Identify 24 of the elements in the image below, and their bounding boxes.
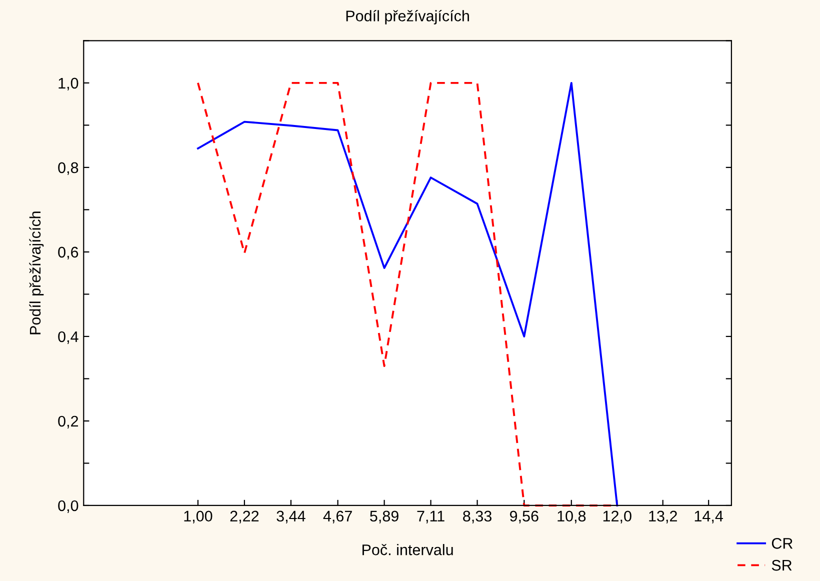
x-tick-label: 12,0	[603, 510, 632, 524]
legend-label: CR	[772, 538, 793, 549]
x-tick-label: 3,44	[276, 510, 306, 524]
y-tick-label: 0,8	[58, 162, 78, 175]
legend-label: SR	[772, 560, 792, 571]
x-tick-label: 5,89	[370, 510, 398, 524]
x-tick-label: 10,8	[558, 510, 586, 524]
x-tick-label: 7,11	[417, 510, 444, 524]
line-series	[196, 82, 618, 506]
x-tick-label: 2,22	[230, 510, 259, 524]
x-tick-label: 4,67	[323, 510, 352, 524]
x-tick-label: 13,2	[649, 510, 677, 524]
chart-title: Podíl přežívajících	[346, 10, 469, 24]
x-tick-label: 8,33	[463, 510, 492, 524]
y-tick-label: 0,0	[58, 500, 78, 513]
x-tick-label: 9,56	[510, 510, 538, 524]
x-tick-label: 14,4	[694, 510, 723, 524]
y-tick-label: 0,2	[58, 416, 78, 428]
x-tick-label: 1,00	[184, 510, 212, 524]
y-axis-title: Podíl přežívajících	[29, 212, 44, 334]
y-tick-label: 1,0	[58, 78, 78, 90]
y-tick-label: 0,6	[58, 246, 78, 260]
x-axis-title: Poč. intervalu	[362, 544, 453, 556]
y-tick-label: 0,4	[58, 331, 78, 344]
